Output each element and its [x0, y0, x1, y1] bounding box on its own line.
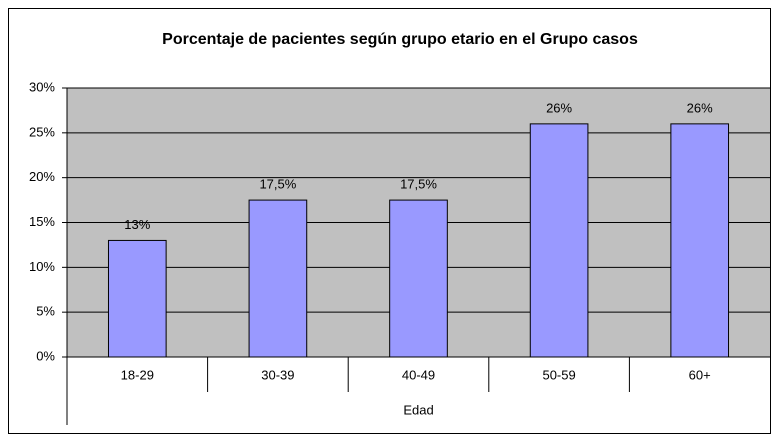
x-tick-label: 60+ — [689, 367, 711, 382]
value-label: 17,5% — [400, 177, 437, 192]
y-tick-label: 0% — [36, 348, 55, 363]
bar — [670, 123, 730, 358]
value-label: 26% — [546, 100, 572, 115]
x-tick-label: 50-59 — [542, 367, 575, 382]
y-tick-label: 5% — [36, 304, 55, 319]
x-tick-label: 40-49 — [402, 367, 435, 382]
y-tick-label: 15% — [29, 214, 55, 229]
bar — [389, 199, 448, 358]
y-tick-label: 20% — [29, 169, 55, 184]
value-label: 13% — [124, 217, 150, 232]
value-label: 17,5% — [259, 177, 296, 192]
x-tick-label: 18-29 — [121, 367, 154, 382]
chart-title: Porcentaje de pacientes según grupo etar… — [162, 31, 638, 48]
x-tick-label: 30-39 — [261, 367, 294, 382]
bar — [529, 123, 589, 358]
y-tick-label: 25% — [29, 124, 55, 139]
x-axis-label: Edad — [403, 402, 433, 417]
y-tick-label: 10% — [29, 259, 55, 274]
bar — [107, 239, 167, 358]
value-label: 26% — [687, 100, 713, 115]
y-tick-label: 30% — [29, 79, 55, 94]
bar — [248, 199, 308, 358]
